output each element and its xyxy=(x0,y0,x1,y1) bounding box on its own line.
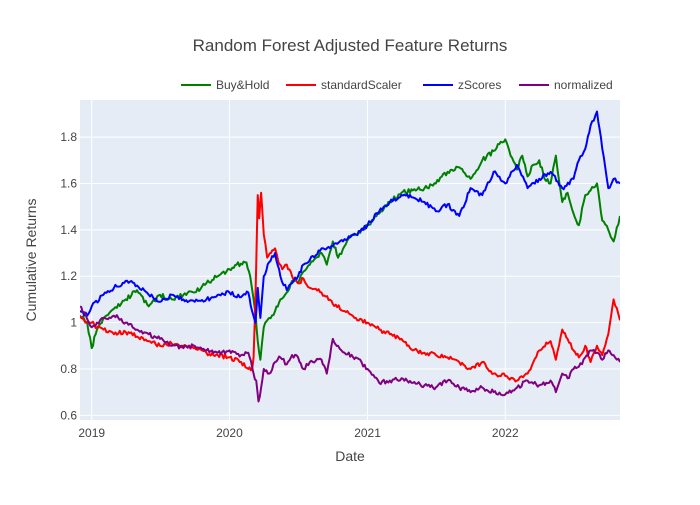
x-gridlines xyxy=(91,100,506,420)
legend-item[interactable]: zScores xyxy=(423,78,501,92)
series-line-zscores xyxy=(80,110,620,324)
series-line-normalized xyxy=(80,305,620,403)
y-tick-label: 1.8 xyxy=(60,130,77,144)
y-tick-label: 1 xyxy=(70,316,77,330)
x-tick-label: 2022 xyxy=(492,426,519,440)
series-line-standardscaler xyxy=(80,191,620,383)
legend-label: standardScaler xyxy=(321,78,402,92)
y-tick-label: 1.2 xyxy=(60,269,77,283)
legend-item[interactable]: standardScaler xyxy=(286,78,402,92)
y-tick-label: 0.6 xyxy=(60,408,77,422)
legend-item[interactable]: normalized xyxy=(519,78,613,92)
y-tick-label: 0.8 xyxy=(60,362,77,376)
x-tick-label: 2020 xyxy=(216,426,243,440)
x-tick-label: 2019 xyxy=(78,426,105,440)
chart-title: Random Forest Adjusted Feature Returns xyxy=(193,36,508,55)
x-axis-title: Date xyxy=(335,448,365,464)
x-tick-label: 2021 xyxy=(354,426,381,440)
legend: Buy&Hold standardScaler zScores normalized xyxy=(181,78,613,92)
legend-item[interactable]: Buy&Hold xyxy=(181,78,269,92)
series-line-buy-hold xyxy=(80,138,620,361)
y-tick-label: 1.4 xyxy=(60,223,77,237)
y-tick-label: 1.6 xyxy=(60,176,77,190)
series-layer xyxy=(80,110,620,403)
plot-background xyxy=(80,100,620,420)
legend-label: normalized xyxy=(554,78,613,92)
y-tick-labels: 0.6 0.8 1 1.2 1.4 1.6 1.8 xyxy=(60,130,77,422)
legend-label: Buy&Hold xyxy=(216,78,269,92)
x-tick-labels: 2019 2020 2021 2022 xyxy=(78,426,519,440)
y-axis-title: Cumulative Returns xyxy=(23,199,39,322)
y-gridlines xyxy=(80,136,620,416)
legend-label: zScores xyxy=(458,78,501,92)
